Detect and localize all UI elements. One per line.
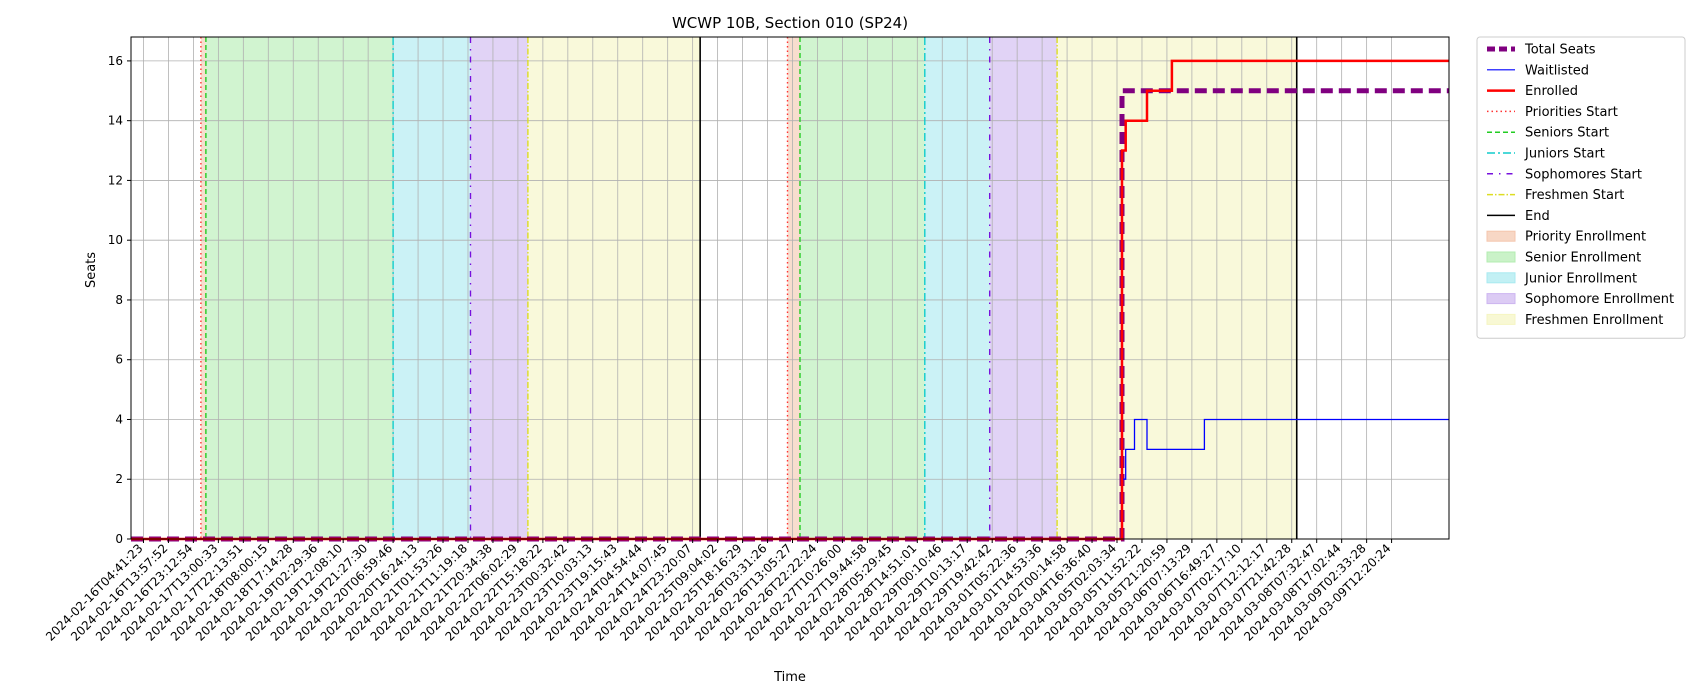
y-tick-label: 16 bbox=[108, 54, 123, 68]
legend-label-juniors-start: Juniors Start bbox=[1524, 147, 1605, 162]
legend-label-junior-enrollment: Junior Enrollment bbox=[1524, 271, 1637, 286]
y-tick-label: 4 bbox=[115, 412, 123, 426]
chart-title: WCWP 10B, Section 010 (SP24) bbox=[672, 14, 908, 32]
x-axis-label: Time bbox=[773, 670, 806, 685]
span-2-0 bbox=[393, 37, 471, 539]
y-tick-label: 6 bbox=[115, 353, 123, 367]
grid-lines bbox=[131, 37, 1449, 540]
legend-label-waitlisted: Waitlisted bbox=[1525, 63, 1589, 78]
plot-frame bbox=[130, 36, 1450, 540]
legend-label-total-seats: Total Seats bbox=[1524, 43, 1596, 58]
span-4-0 bbox=[527, 37, 701, 539]
legend-label-seniors-start: Seniors Start bbox=[1525, 126, 1609, 141]
span-0-1 bbox=[787, 37, 800, 539]
legend-label-priorities-start: Priorities Start bbox=[1525, 105, 1618, 120]
y-tick-label: 8 bbox=[115, 293, 123, 307]
legend-label-sophomores-start: Sophomores Start bbox=[1525, 167, 1642, 182]
y-tick-label: 0 bbox=[115, 532, 123, 546]
enrollment-spans bbox=[200, 37, 1297, 539]
legend-swatch-senior-enrollment bbox=[1486, 251, 1516, 263]
legend-label-priority-enrollment: Priority Enrollment bbox=[1525, 230, 1646, 245]
span-3-1 bbox=[989, 37, 1058, 539]
legend-label-sophomore-enrollment: Sophomore Enrollment bbox=[1525, 292, 1674, 307]
legend-label-senior-enrollment: Senior Enrollment bbox=[1525, 251, 1641, 266]
legend: Total Seats Waitlisted Enrolled Priorities … bbox=[1476, 36, 1686, 339]
y-axis-label: Seats bbox=[84, 252, 99, 288]
x-axis: 2024-02-16T04:41:232024-02-16T13:57:5220… bbox=[43, 539, 1394, 644]
series-enrolled bbox=[131, 59, 1449, 541]
legend-label-enrolled: Enrolled bbox=[1525, 84, 1578, 99]
y-axis: 0 2 4 6 8 10 12 14 16 bbox=[108, 54, 131, 546]
y-tick-label: 2 bbox=[115, 472, 123, 486]
legend-swatch-sophomore-enrollment bbox=[1486, 293, 1516, 305]
phase-markers bbox=[200, 37, 1298, 539]
span-3-0 bbox=[470, 37, 528, 539]
legend-box bbox=[1476, 36, 1686, 339]
span-2-1 bbox=[924, 37, 990, 539]
y-tick-label: 10 bbox=[108, 233, 123, 247]
y-tick-label: 12 bbox=[108, 173, 123, 187]
legend-swatch-freshmen-enrollment bbox=[1486, 313, 1516, 325]
y-tick-label: 14 bbox=[108, 114, 123, 128]
legend-label-freshmen-start: Freshmen Start bbox=[1525, 188, 1624, 203]
span-4-1 bbox=[1057, 37, 1297, 539]
span-0-0 bbox=[200, 37, 206, 539]
legend-swatch-priority-enrollment bbox=[1486, 230, 1516, 242]
legend-swatch-junior-enrollment bbox=[1486, 272, 1516, 284]
legend-label-freshmen-enrollment: Freshmen Enrollment bbox=[1525, 313, 1663, 328]
legend-label-end: End bbox=[1525, 209, 1550, 224]
span-1-1 bbox=[799, 37, 925, 539]
span-1-0 bbox=[205, 37, 394, 539]
